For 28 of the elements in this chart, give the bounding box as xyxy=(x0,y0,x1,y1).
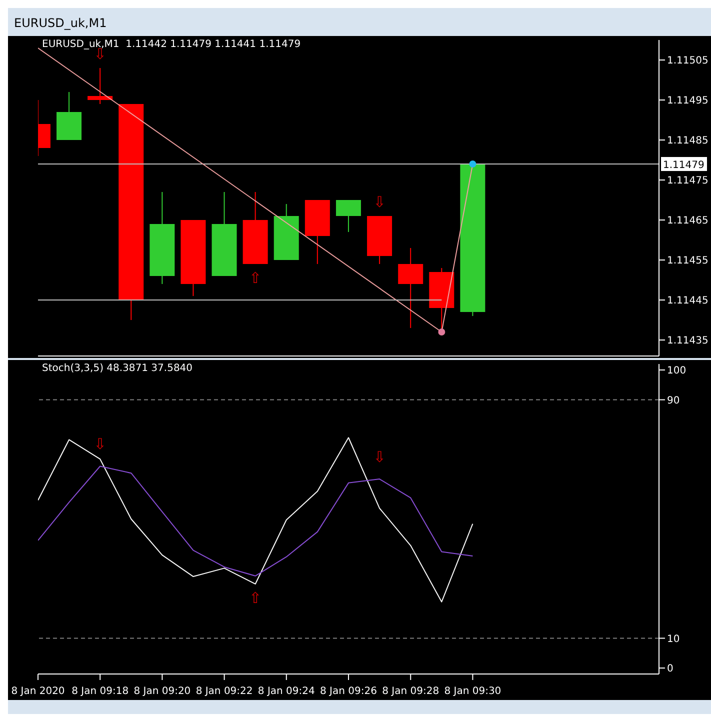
x-tick-label: 8 Jan 09:28 xyxy=(382,686,440,697)
y-tick-label: 1.11505 xyxy=(667,56,708,67)
annotation: ⇩ xyxy=(373,193,386,211)
y-tick-label: 1.11465 xyxy=(667,216,708,227)
chart-title: Stoch(3,3,5) 48.3871 37.5840 xyxy=(42,363,193,374)
y-tick-label: 1.11435 xyxy=(667,336,708,347)
text: EURUSD_uk,M1 xyxy=(14,16,107,30)
y-tick-label: 10 xyxy=(667,634,680,645)
y-tick-label: 1.11485 xyxy=(667,136,708,147)
x-tick-label: 8 Jan 09:30 xyxy=(444,686,502,697)
y-tick-label: 1.11445 xyxy=(667,296,708,307)
annotation: ⇧ xyxy=(249,588,262,607)
x-tick-label: 8 Jan 09:26 xyxy=(320,686,377,697)
annotation: ⇩ xyxy=(373,448,386,466)
y-tick-label: 1.11475 xyxy=(667,176,708,187)
x-tick-label: 8 Jan 09:20 xyxy=(134,686,191,697)
y-tick-label: 90 xyxy=(667,395,680,406)
y-tick-label: 0 xyxy=(667,664,674,675)
x-tick-label: 8 Jan 09:24 xyxy=(258,686,315,697)
x-tick-label: 8 Jan 09:18 xyxy=(72,686,129,697)
y-tick-label: 1.11455 xyxy=(667,256,708,267)
x-tick-label: 8 Jan 2020 xyxy=(11,686,65,697)
y-tick-label: 1.11495 xyxy=(667,96,708,107)
y-tick-label: 100 xyxy=(667,366,686,377)
annotation: ⇩ xyxy=(94,435,106,454)
annotation: ⇧ xyxy=(249,269,262,287)
ref-line-label: 1.11479 xyxy=(663,160,704,171)
x-tick-label: 8 Jan 09:22 xyxy=(196,686,253,697)
